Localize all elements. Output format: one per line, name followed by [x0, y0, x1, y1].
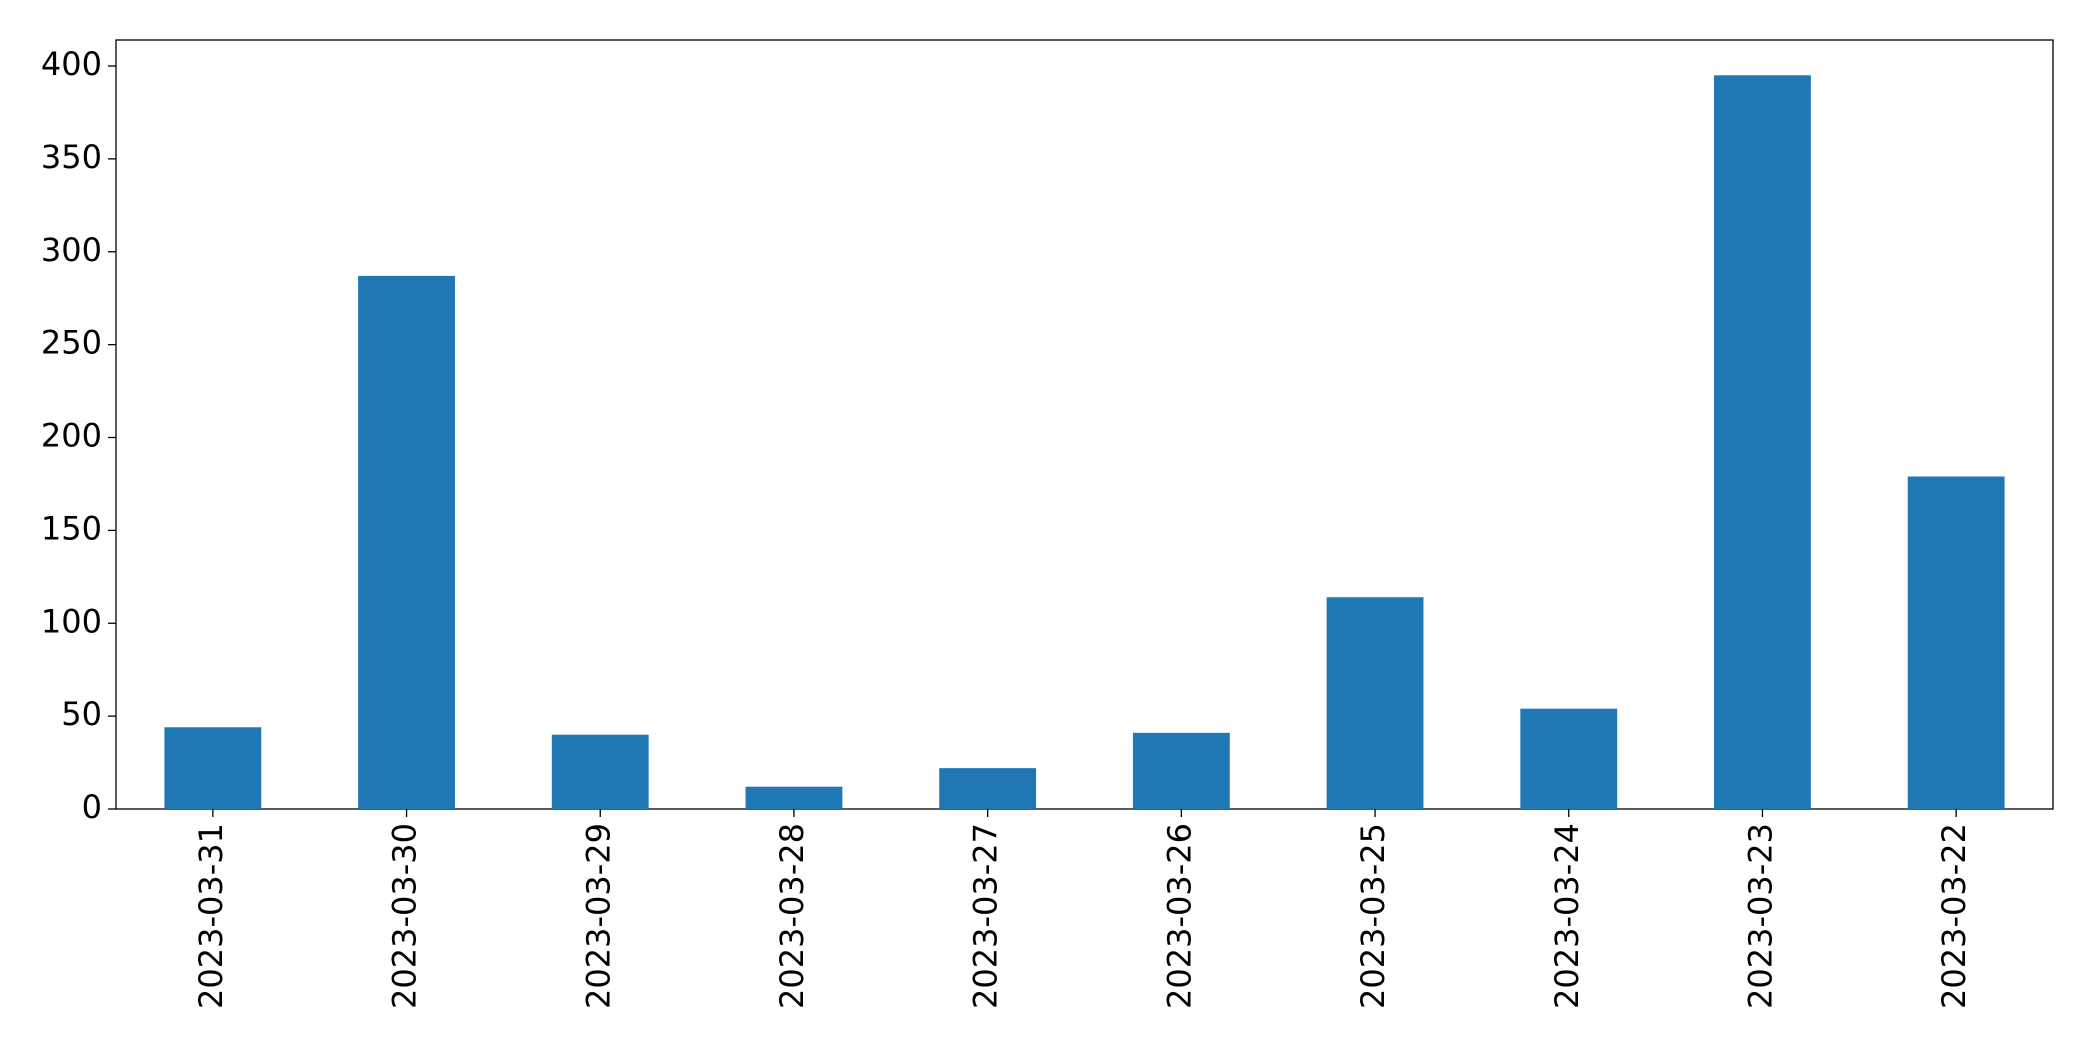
x-tick-label: 2023-03-31 [192, 823, 230, 1009]
bar [358, 275, 455, 809]
y-tick-label: 0 [82, 788, 102, 826]
y-tick-label: 200 [41, 417, 102, 455]
plot-frame [115, 39, 2054, 810]
bar [551, 734, 649, 809]
x-tick-label: 2023-03-28 [773, 823, 811, 1009]
bar [939, 768, 1037, 809]
x-tick-label: 2023-03-25 [1354, 823, 1392, 1009]
y-tick-label: 50 [61, 695, 102, 733]
bar [1132, 732, 1230, 809]
y-tick-label: 150 [41, 509, 102, 547]
bar [745, 786, 843, 809]
bar [1714, 75, 1811, 810]
x-tick-label: 2023-03-26 [1160, 823, 1198, 1009]
bar [1520, 708, 1618, 809]
x-tick-label: 2023-03-22 [1935, 823, 1973, 1009]
y-tick-label: 100 [41, 602, 102, 640]
y-tick-label: 400 [41, 45, 102, 83]
y-tick-label: 250 [41, 324, 102, 362]
x-tick-label: 2023-03-27 [967, 823, 1005, 1009]
x-tick-label: 2023-03-24 [1548, 823, 1586, 1009]
x-tick-label: 2023-03-30 [386, 823, 424, 1009]
bar [164, 727, 262, 809]
bar [1907, 476, 2005, 809]
x-tick-label: 2023-03-23 [1741, 823, 1779, 1009]
x-tick-label: 2023-03-29 [579, 823, 617, 1009]
y-tick-label: 350 [41, 138, 102, 176]
bar [1326, 597, 1424, 809]
y-tick-label: 300 [41, 231, 102, 269]
